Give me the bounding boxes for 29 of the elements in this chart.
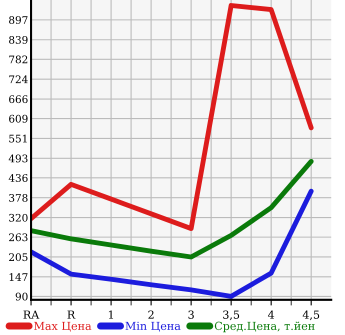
x-tick-label: 3 bbox=[188, 310, 194, 319]
y-tick-label: 378 bbox=[9, 194, 28, 202]
y-tick-label: 666 bbox=[9, 95, 28, 104]
x-tick-label: 4,5 bbox=[302, 310, 320, 320]
y-tick-label: 205 bbox=[9, 253, 28, 262]
y-tick-label: 609 bbox=[9, 114, 28, 123]
x-tick-label: R bbox=[68, 310, 76, 319]
y-tick-label: 724 bbox=[9, 75, 28, 84]
line-series bbox=[31, 158, 314, 260]
line-series bbox=[31, 3, 314, 231]
legend-label: Min Цена bbox=[126, 322, 181, 332]
y-tick-label: 839 bbox=[9, 36, 28, 44]
y-tick-label: 320 bbox=[9, 214, 28, 222]
legend-label: Max Цена bbox=[34, 322, 92, 332]
y-tick-label: 436 bbox=[8, 174, 28, 182]
x-tick-label: 1 bbox=[108, 310, 114, 319]
x-tick-label: 3,5 bbox=[223, 310, 240, 320]
x-tick-label: 2 bbox=[148, 310, 154, 319]
y-tick-label: 147 bbox=[10, 273, 28, 281]
y-tick-label: 493 bbox=[8, 154, 28, 162]
y-tick-label: 782 bbox=[9, 56, 28, 64]
y-tick-label: 551 bbox=[9, 134, 27, 143]
legend-label: Сред.Цена, т.йен bbox=[214, 322, 315, 332]
line-series bbox=[31, 188, 314, 299]
x-tick-label: 4 bbox=[268, 310, 274, 319]
y-tick-label: 90 bbox=[16, 292, 28, 301]
x-tick-label: RA bbox=[23, 310, 40, 319]
y-tick-label: 263 bbox=[9, 233, 28, 242]
y-tick-label: 897 bbox=[9, 16, 28, 24]
